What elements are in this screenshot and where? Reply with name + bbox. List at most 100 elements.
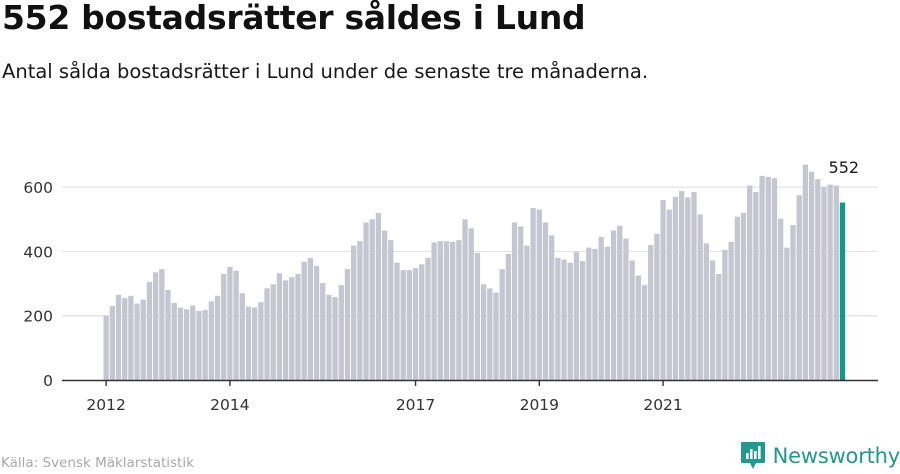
page-title: 552 bostadsrätter såldes i Lund [2, 0, 586, 37]
bar [159, 269, 165, 380]
bar [128, 295, 134, 380]
bar [437, 241, 443, 380]
bar [115, 294, 122, 380]
bar [511, 222, 518, 380]
bar [134, 303, 140, 380]
bar [716, 273, 722, 380]
bar [728, 241, 734, 380]
bar [530, 208, 536, 380]
bar [586, 247, 592, 380]
newsworthy-brand[interactable]: Newsworthy [740, 441, 900, 471]
bar [394, 262, 400, 380]
bar [734, 216, 740, 380]
bar [759, 175, 765, 380]
bar [703, 243, 710, 380]
bar [301, 261, 307, 380]
bar [604, 246, 611, 380]
bar [406, 270, 413, 380]
x-tick-label: 2019 [520, 396, 559, 414]
bar [153, 272, 159, 380]
bar [839, 202, 846, 380]
bar [765, 176, 771, 380]
bar [400, 270, 406, 380]
bar [623, 238, 629, 380]
bar [648, 245, 654, 380]
x-tick-label: 2012 [86, 396, 125, 414]
bar [109, 306, 115, 380]
bar [332, 297, 338, 380]
bar [196, 310, 202, 380]
bar [369, 219, 375, 380]
bar [381, 230, 388, 380]
bar [536, 209, 542, 380]
bar [709, 260, 716, 380]
bar [425, 257, 431, 380]
bar [208, 301, 214, 380]
bar [666, 209, 672, 380]
bar [641, 285, 648, 380]
bar [796, 195, 802, 380]
bar [165, 290, 171, 380]
bar [542, 222, 549, 380]
bar [221, 273, 227, 380]
bar [258, 302, 264, 380]
x-tick-label: 2021 [643, 396, 682, 414]
bar [610, 230, 617, 380]
bar [177, 307, 184, 380]
bar [474, 253, 481, 380]
bar [313, 265, 320, 380]
bar [202, 309, 208, 380]
bar [555, 257, 561, 380]
bar [499, 269, 505, 380]
bar [122, 298, 128, 380]
bar [518, 226, 524, 380]
bar [685, 197, 691, 380]
bar [722, 249, 728, 380]
bar [462, 219, 468, 380]
bar [276, 273, 283, 380]
bar [815, 179, 821, 380]
bar [784, 247, 790, 380]
bar [252, 307, 258, 380]
bar [660, 200, 666, 380]
bar [808, 171, 815, 380]
brand-name: Newsworthy [772, 444, 900, 468]
bar [678, 191, 685, 380]
bar [592, 248, 598, 380]
newsworthy-logo-icon [740, 442, 765, 469]
bar [412, 268, 419, 380]
bar [227, 266, 233, 380]
bar [827, 184, 833, 380]
bar [505, 254, 512, 380]
bar [672, 196, 679, 380]
x-tick-label: 2014 [210, 396, 249, 414]
bar [140, 299, 146, 380]
bar [264, 288, 270, 380]
bar [691, 191, 697, 380]
bar [190, 305, 196, 380]
bar [351, 245, 357, 380]
bar [239, 293, 245, 380]
bar [777, 218, 784, 380]
bar [450, 241, 456, 380]
bar [183, 309, 190, 380]
bar [214, 295, 221, 380]
bar [468, 228, 474, 380]
x-tick-label: 2017 [396, 396, 435, 414]
bar [295, 273, 301, 380]
page-subtitle: Antal sålda bostadsrätter i Lund under d… [2, 60, 649, 83]
bar [753, 191, 759, 380]
bar [245, 306, 252, 380]
bar [270, 284, 276, 380]
bar [103, 315, 109, 380]
y-tick-label: 200 [23, 308, 53, 326]
bar [561, 259, 567, 380]
bar [549, 235, 555, 380]
bar [487, 288, 493, 380]
bar [697, 214, 703, 380]
bar [282, 280, 289, 380]
bar [654, 233, 660, 380]
highlight-value-label: 552 [829, 158, 860, 177]
bar [363, 222, 369, 380]
y-tick-label: 400 [23, 243, 53, 261]
